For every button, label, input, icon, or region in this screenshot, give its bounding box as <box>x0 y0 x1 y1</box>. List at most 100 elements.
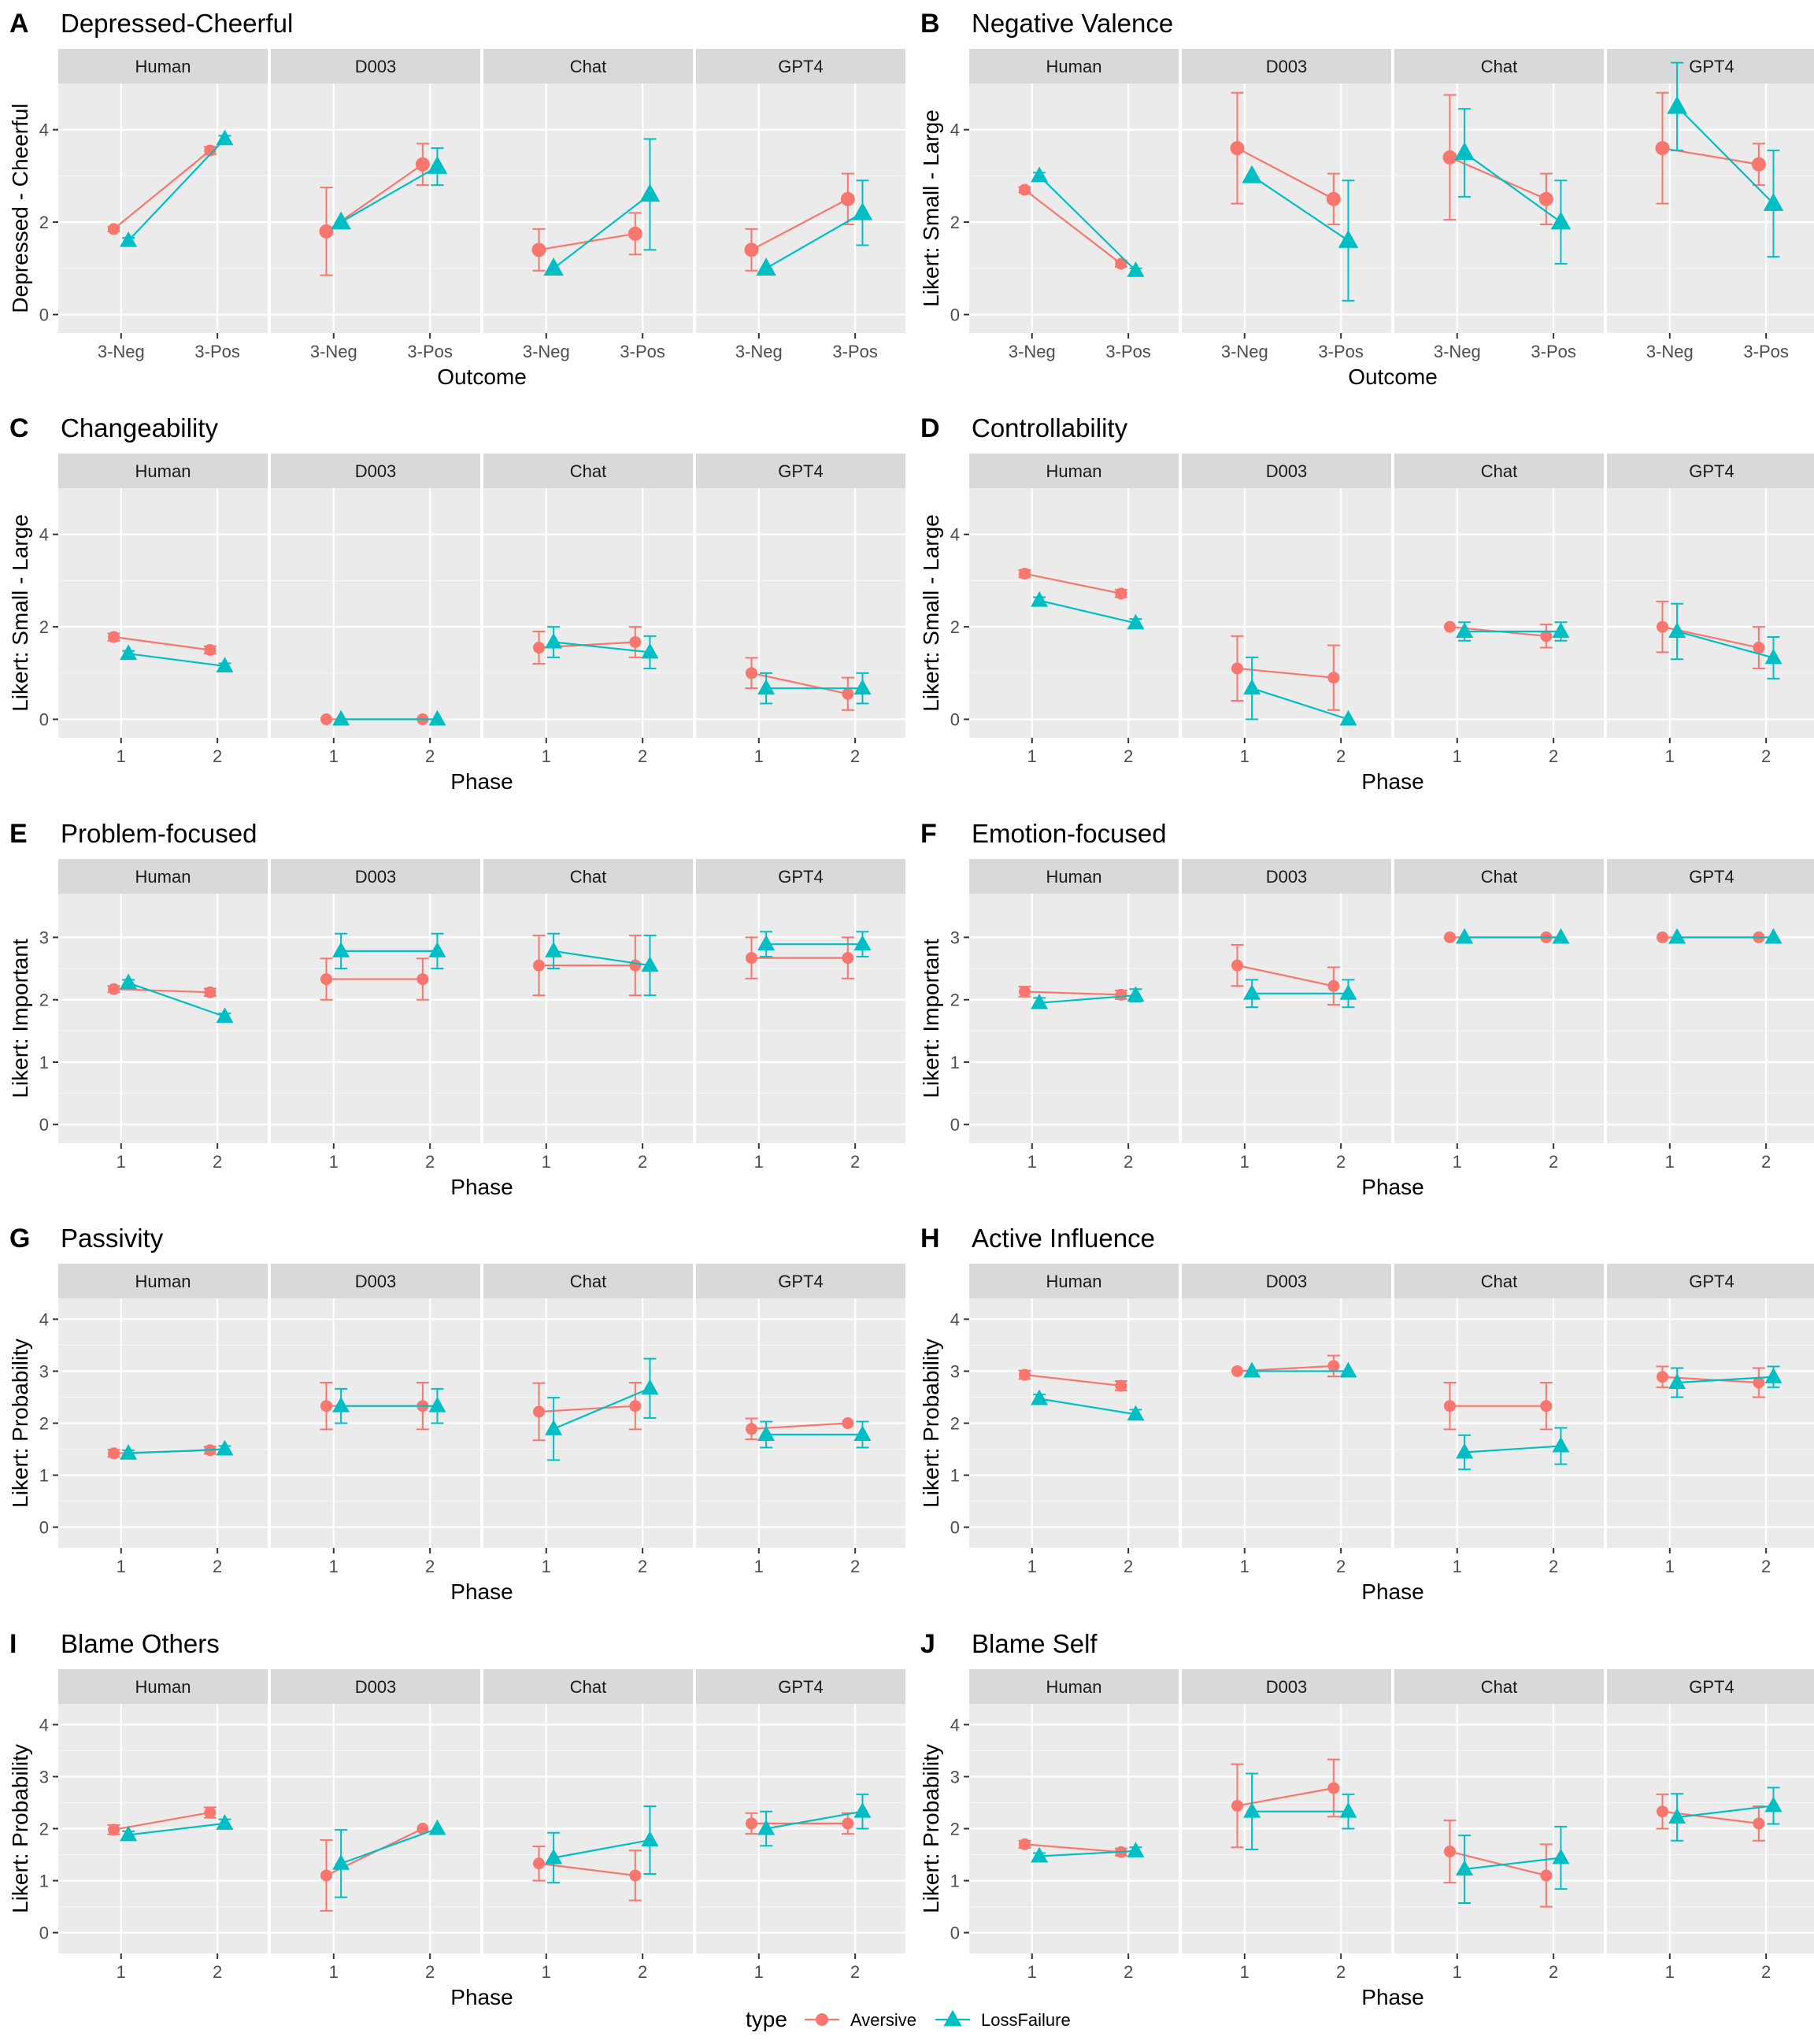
chart-title: Passivity <box>61 1224 164 1253</box>
facet-human: Human 1 2 <box>969 1264 1179 1576</box>
series-line <box>1676 106 1775 205</box>
y-tick-label: 0 <box>950 1115 960 1135</box>
series-lossfailure <box>1031 1389 1145 1421</box>
data-point <box>1339 984 1357 1000</box>
x-tick-label: 1 <box>754 1962 764 1982</box>
data-point <box>1540 1869 1553 1882</box>
x-tick-label: 1 <box>1027 1557 1037 1576</box>
data-point <box>842 1417 854 1429</box>
data-point <box>1656 620 1668 633</box>
chart-title: Blame Others <box>61 1629 220 1658</box>
data-point <box>1456 1860 1474 1876</box>
y-tick-label: 2 <box>950 213 960 232</box>
data-point <box>120 231 138 247</box>
facet-strip <box>1607 49 1814 83</box>
y-tick-label: 2 <box>39 991 49 1010</box>
data-point <box>745 667 757 679</box>
series-line <box>1024 1843 1121 1853</box>
data-point <box>428 942 446 957</box>
y-tick-label: 2 <box>950 1820 960 1839</box>
x-axis-title: Outcome <box>1348 365 1438 389</box>
chart-h: H Active Influence Likert: Probability 0 1 2 3… <box>919 1224 1814 1604</box>
data-point <box>629 959 642 972</box>
facet-label: Human <box>1046 461 1102 481</box>
data-point <box>1231 959 1243 972</box>
data-point <box>1656 931 1668 943</box>
facet-label: Human <box>135 867 191 887</box>
data-point <box>1339 709 1357 726</box>
data-point <box>842 1817 854 1830</box>
facet-label: Chat <box>570 1272 606 1291</box>
x-tick-label: 2 <box>850 1962 860 1982</box>
series-lossfailure <box>757 1420 872 1449</box>
data-point <box>545 632 563 649</box>
data-point <box>1764 648 1783 665</box>
series-aversive <box>532 935 642 997</box>
facet-strip <box>483 1264 693 1298</box>
series-line <box>765 1810 863 1830</box>
series-lossfailure <box>545 626 659 669</box>
series-aversive <box>320 957 429 1001</box>
data-point <box>1443 1400 1456 1413</box>
facet-d003: D003 1 2 <box>271 1264 480 1576</box>
y-tick-label: 2 <box>950 617 960 637</box>
data-point <box>853 1801 872 1818</box>
facet-label: Chat <box>1481 1677 1517 1697</box>
data-point <box>1540 1400 1553 1413</box>
data-point <box>1443 931 1456 943</box>
x-tick-label: 2 <box>1336 1962 1346 1982</box>
data-point <box>1764 1796 1783 1813</box>
data-point <box>842 687 854 700</box>
x-tick-label: 2 <box>213 1152 222 1172</box>
data-point <box>107 983 120 995</box>
x-tick-label: 1 <box>329 1557 339 1576</box>
facet-label: Chat <box>1481 57 1517 76</box>
data-point <box>416 1823 429 1835</box>
data-point <box>320 973 332 986</box>
x-tick-label: 2 <box>638 1557 647 1576</box>
chart-title: Blame Self <box>972 1629 1098 1658</box>
panel-background <box>483 488 693 738</box>
panel-background <box>1182 894 1391 1143</box>
y-tick-label: 1 <box>39 1053 49 1072</box>
x-tick-label: 2 <box>213 1557 222 1576</box>
y-tick-label: 4 <box>39 1715 49 1735</box>
series-line <box>128 1448 225 1454</box>
data-point <box>107 1447 120 1460</box>
series-lossfailure <box>332 932 446 970</box>
data-point <box>1018 183 1031 196</box>
facet-gpt4: GPT4 1 2 <box>1607 1669 1814 1982</box>
legend-key-triangle <box>943 2009 962 2027</box>
data-point <box>1668 1373 1686 1389</box>
panel-letter: F <box>920 819 937 849</box>
facet-label: GPT4 <box>1689 1272 1734 1291</box>
facet-chat: Chat 1 2 <box>483 1669 693 1982</box>
series-line <box>1464 1445 1561 1453</box>
data-point <box>1243 1801 1261 1818</box>
facet-strip <box>1182 1264 1391 1298</box>
panel-background <box>696 488 905 738</box>
data-point <box>204 1806 217 1819</box>
x-tick-label: 1 <box>1453 1962 1462 1982</box>
x-axis-title: Phase <box>450 1579 513 1604</box>
data-point <box>1018 985 1031 998</box>
facet-strip <box>271 1669 480 1704</box>
series-aversive <box>1018 568 1127 600</box>
y-tick-label: 3 <box>950 1767 960 1787</box>
series-line <box>128 653 225 668</box>
panel-background <box>483 83 693 333</box>
series-lossfailure <box>756 180 873 276</box>
x-tick-label: 3-Neg <box>98 342 145 361</box>
data-point <box>331 211 351 230</box>
x-tick-label: 3-Neg <box>310 342 357 361</box>
facet-chat: Chat 1 2 <box>483 1264 693 1576</box>
y-tick-label: 0 <box>950 710 960 730</box>
series-lossfailure <box>1031 591 1145 630</box>
x-tick-label: 2 <box>213 1962 222 1982</box>
series-lossfailure <box>1031 1842 1145 1863</box>
facet-label: Human <box>1046 57 1102 76</box>
series-line <box>1449 156 1547 200</box>
series-line <box>539 1405 635 1413</box>
data-point <box>216 1007 234 1024</box>
data-point <box>1552 928 1570 944</box>
